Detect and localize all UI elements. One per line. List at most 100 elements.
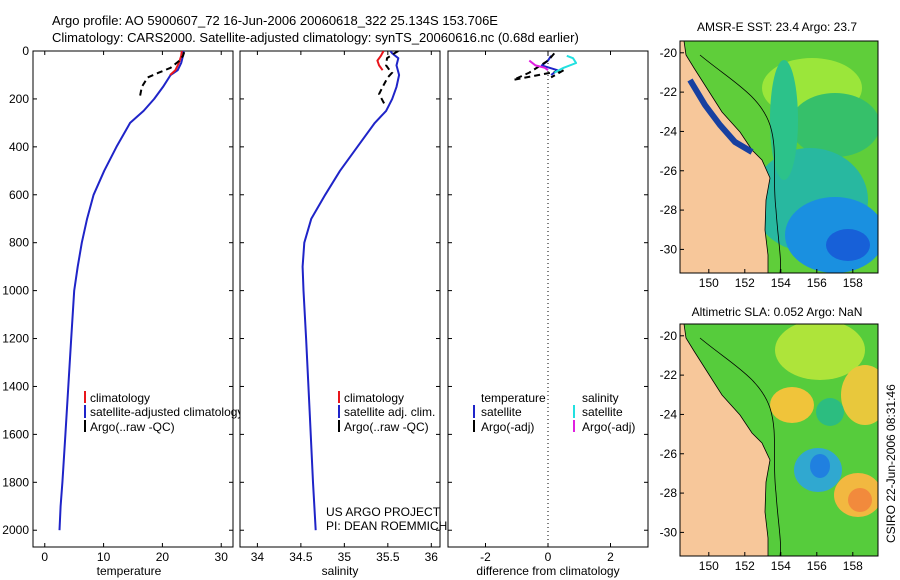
- sla-land: [680, 324, 771, 556]
- sst-xtick-label: 154: [771, 276, 791, 290]
- legend-label-argo: Argo(..raw -QC): [344, 420, 429, 434]
- salinity-axes-frame: [239, 50, 441, 548]
- temp-ytick-label: 800: [9, 236, 29, 250]
- temp-ytick-label: 1000: [2, 284, 29, 298]
- temperature-axes-frame: [32, 50, 234, 548]
- sla-map-frame: [679, 323, 879, 557]
- sst-xtick-label: 152: [735, 276, 755, 290]
- sla-ytick-label: -22: [660, 368, 678, 382]
- sla-map-title: Altimetric SLA: 0.052 Argo: NaN: [692, 305, 863, 319]
- sst-map-frame: [679, 40, 879, 274]
- header-line1: Argo profile: AO 5900607_72 16-Jun-2006 …: [52, 13, 498, 28]
- sal-xtick-label: 35.5: [376, 550, 400, 564]
- temp-ytick-label: 1600: [2, 427, 29, 441]
- sst-xtick-label: 158: [843, 276, 863, 290]
- sst-coastal-cold-strip: [687, 78, 754, 155]
- sla-cold-eddy-core: [810, 454, 830, 478]
- sal-series-climatology: [376, 51, 385, 71]
- temp-ytick-label: 0: [22, 44, 29, 58]
- sla-yellow-patch: [770, 387, 814, 423]
- temp-xtick-label: 30: [215, 550, 229, 564]
- temp-ytick-label: 1800: [2, 475, 29, 489]
- legend-label-sal-argo: Argo(-adj): [582, 420, 635, 434]
- sla-yellow-patch-east: [841, 365, 878, 425]
- sal-xtick-label: 34.5: [289, 550, 313, 564]
- diff-series-temperature-argo-adj-: [512, 52, 565, 81]
- legend-label-climatology: climatology: [344, 391, 404, 405]
- temp-ytick-label: 200: [9, 92, 29, 106]
- legend-label-climatology: climatology: [90, 391, 150, 405]
- temperature-legend: climatology satellite-adjusted climatolo…: [84, 391, 243, 434]
- sst-patch: [790, 93, 878, 157]
- sla-ytick-label: -30: [660, 525, 678, 539]
- sal-xtick-label: 35: [338, 550, 352, 564]
- difference-panel: -2 0 2 difference from climatology tempera…: [447, 50, 649, 578]
- sst-ytick-label: -20: [660, 46, 678, 60]
- temp-xtick-label: 20: [156, 550, 170, 564]
- temp-series-argo-raw-qc-: [138, 51, 186, 100]
- legend-title-temperature: temperature: [481, 391, 546, 405]
- difference-xlabel: difference from climatology: [476, 564, 619, 578]
- legend-label-argo: Argo(..raw -QC): [90, 420, 175, 434]
- sla-xtick-label: 152: [735, 559, 755, 573]
- sla-map-panel: Altimetric SLA: 0.052 Argo: NaN 150 152 15…: [660, 305, 879, 573]
- diff-xtick-label: -2: [480, 550, 491, 564]
- sst-map-panel: AMSR-E SST: 23.4 Argo: 23.7 150 152 154 156…: [660, 20, 879, 290]
- sla-low-patch: [816, 398, 844, 426]
- legend-title-salinity: salinity: [582, 391, 619, 405]
- sst-ytick-label: -22: [660, 85, 678, 99]
- temperature-panel: 0 10 20 30 0 200 400 600 800 1000 1200 1400 1600 1800…: [2, 44, 243, 578]
- credit-pi: PI: DEAN ROEMMICH: [326, 519, 447, 533]
- sla-field: [680, 324, 878, 556]
- salinity-legend: climatology satellite adj. clim. Argo(..…: [338, 391, 435, 434]
- salinity-panel: 34 34.5 35 35.5 36 salinity climatology sate…: [239, 50, 447, 578]
- sla-warm-eddy-core: [848, 488, 872, 512]
- temp-xtick-label: 0: [41, 550, 48, 564]
- sla-xtick-label: 156: [807, 559, 827, 573]
- temp-ytick-label: 400: [9, 140, 29, 154]
- diff-xtick-label: 0: [545, 550, 552, 564]
- sla-xtick-label: 158: [843, 559, 863, 573]
- sla-ytick-label: -20: [660, 329, 678, 343]
- legend-label-sal-satellite: satellite: [582, 405, 623, 419]
- sst-ytick-label: -24: [660, 124, 678, 138]
- sst-ytick-label: -26: [660, 164, 678, 178]
- sal-series-satellite-adj-clim-: [301, 51, 401, 531]
- temperature-xlabel: temperature: [97, 564, 162, 578]
- legend-label-temp-satellite: satellite: [481, 405, 522, 419]
- temp-ytick-label: 1200: [2, 332, 29, 346]
- sla-ytick-label: -24: [660, 407, 678, 421]
- sst-ytick-label: -30: [660, 242, 678, 256]
- diff-xtick-label: 2: [607, 550, 614, 564]
- sst-xtick-label: 150: [699, 276, 719, 290]
- temp-xtick-label: 10: [97, 550, 111, 564]
- legend-label-satellite-adj: satellite-adjusted climatology: [90, 405, 243, 419]
- diff-series-salinity-satellite: [553, 54, 578, 74]
- sla-xtick-label: 154: [771, 559, 791, 573]
- side-timestamp: CSIRO 22-Jun-2006 08:31:46: [884, 384, 898, 543]
- sst-coldest-patch: [826, 229, 870, 261]
- sal-xtick-label: 36: [425, 550, 439, 564]
- temp-series-climatology: [169, 51, 183, 76]
- sst-map-title: AMSR-E SST: 23.4 Argo: 23.7: [697, 20, 857, 34]
- salinity-xlabel: salinity: [322, 564, 359, 578]
- credit-project: US ARGO PROJECT: [326, 505, 441, 519]
- temp-ytick-label: 600: [9, 188, 29, 202]
- difference-legend: temperature salinity satellite Argo(-adj…: [473, 391, 635, 434]
- sal-xtick-label: 34: [251, 550, 265, 564]
- sst-depth-contour: [699, 54, 781, 273]
- sla-ytick-label: -28: [660, 486, 678, 500]
- sla-depth-contour: [699, 337, 781, 556]
- sla-high-patch: [775, 324, 865, 380]
- sst-ytick-label: -28: [660, 203, 678, 217]
- sla-xtick-label: 150: [699, 559, 719, 573]
- temp-ytick-label: 1400: [2, 379, 29, 393]
- diff-series-salinity-argo-adj-: [528, 59, 549, 71]
- sla-ytick-label: -26: [660, 447, 678, 461]
- sst-xtick-label: 156: [807, 276, 827, 290]
- sst-coastal-band: [770, 60, 798, 180]
- legend-label-satellite-adj: satellite adj. clim.: [344, 405, 435, 419]
- sst-field: [680, 41, 878, 273]
- temp-ytick-label: 2000: [2, 523, 29, 537]
